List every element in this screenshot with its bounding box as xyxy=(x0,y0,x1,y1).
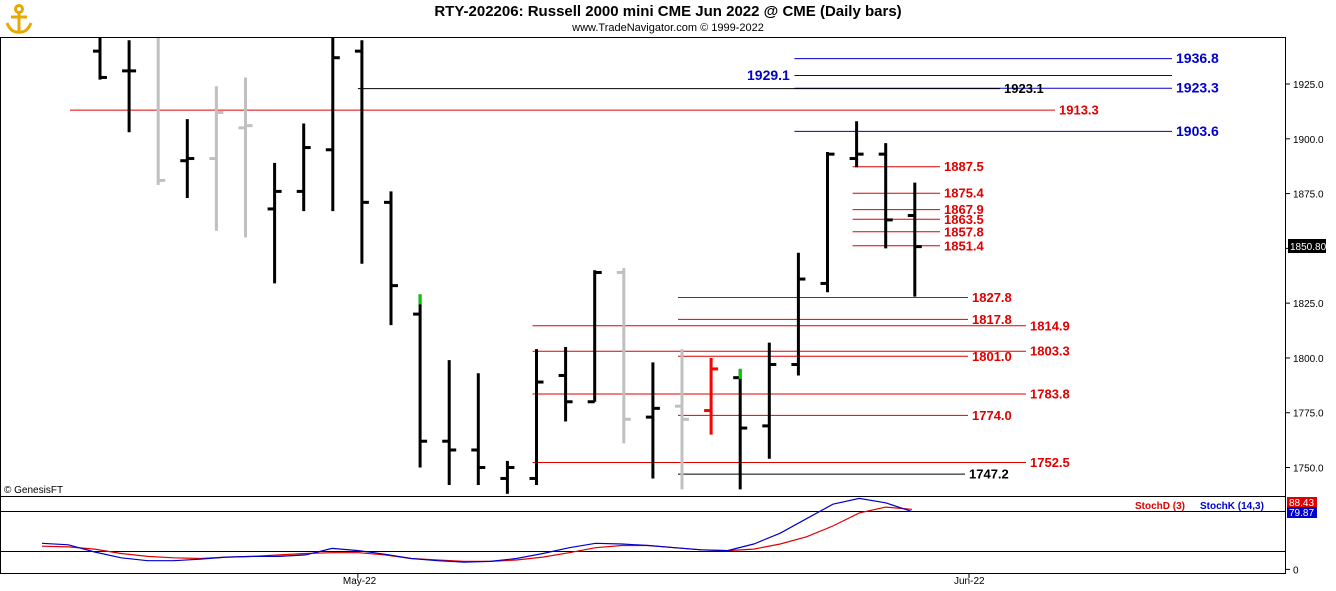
y-tick-label: 1750.0 xyxy=(1293,464,1324,475)
stoch-series-k xyxy=(41,497,913,563)
level-label-1867.9: 1867.9 xyxy=(944,202,984,217)
stoch-series-d xyxy=(41,506,913,563)
stoch-k-value: 79.87 xyxy=(1289,508,1314,519)
level-label-1747.2: 1747.2 xyxy=(969,467,1009,482)
last-price-label: 1850.80 xyxy=(1290,242,1327,253)
level-label-1863.5: 1863.5 xyxy=(944,212,984,227)
level-label-1817.8: 1817.8 xyxy=(972,312,1012,327)
level-label-1923.1: 1923.1 xyxy=(1004,81,1044,96)
logo xyxy=(5,4,33,34)
stoch-d-value-box xyxy=(1287,497,1317,508)
x-tick-label: Jun-22 xyxy=(954,576,985,587)
level-label-1803.3: 1803.3 xyxy=(1030,344,1070,359)
level-label-1887.5: 1887.5 xyxy=(944,159,984,174)
level-label-1752.5: 1752.5 xyxy=(1030,455,1070,470)
level-label-1783.8: 1783.8 xyxy=(1030,386,1070,401)
stoch-y-tick-label: 0 xyxy=(1293,565,1299,576)
level-label-1923.3: 1923.3 xyxy=(1176,80,1219,96)
y-tick-label: 1800.0 xyxy=(1293,354,1324,365)
chart-title: RTY-202206: Russell 2000 mini CME Jun 20… xyxy=(434,3,902,20)
y-tick-label: 1825.0 xyxy=(1293,299,1324,310)
y-tick-label: 1775.0 xyxy=(1293,409,1324,420)
stoch-d-legend: StochD (3) xyxy=(1135,501,1185,512)
y-tick-label: 1875.0 xyxy=(1293,190,1324,201)
y-tick-label: 1925.0 xyxy=(1293,80,1324,91)
anchor-logo-icon xyxy=(5,4,33,34)
chart-subtitle: www.TradeNavigator.com © 1999-2022 xyxy=(572,22,764,34)
x-tick-label: May-22 xyxy=(343,576,377,587)
level-label-1936.8: 1936.8 xyxy=(1176,50,1219,66)
level-label-1801.0: 1801.0 xyxy=(972,349,1012,364)
stoch-k-legend: StochK (14,3) xyxy=(1200,501,1264,512)
last-price-box xyxy=(1288,239,1326,253)
level-label-1774.0: 1774.0 xyxy=(972,408,1012,423)
copyright-label: © GenesisFT xyxy=(4,485,64,496)
y-tick-label: 1900.0 xyxy=(1293,135,1324,146)
level-label-1903.6: 1903.6 xyxy=(1176,123,1219,139)
level-label-1913.3: 1913.3 xyxy=(1059,103,1099,118)
level-label-1827.8: 1827.8 xyxy=(972,290,1012,305)
stoch-d-value: 88.43 xyxy=(1289,498,1314,509)
level-label-1929.1: 1929.1 xyxy=(747,67,790,83)
level-label-1814.9: 1814.9 xyxy=(1030,318,1070,333)
level-label-1851.4: 1851.4 xyxy=(944,238,985,253)
stoch-k-value-box xyxy=(1287,507,1317,518)
stoch-pane-frame xyxy=(0,496,1286,574)
level-label-1875.4: 1875.4 xyxy=(944,186,985,201)
level-label-1857.8: 1857.8 xyxy=(944,224,984,239)
